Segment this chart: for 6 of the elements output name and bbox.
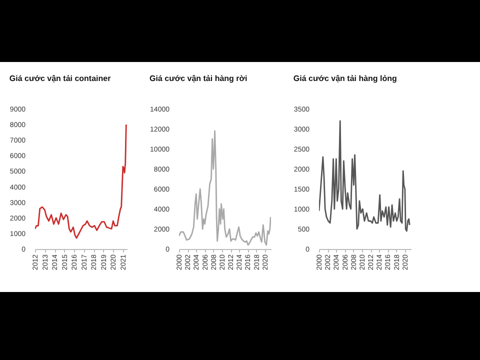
line-series <box>179 130 271 246</box>
chart-title: Giá cước vận tải container <box>9 74 111 83</box>
chart-title: Giá cước vận tải hàng lỏng <box>293 74 398 83</box>
line-series <box>319 120 410 232</box>
chart-title: Giá cước vận tải hàng rời <box>150 74 248 83</box>
line-series <box>35 124 127 239</box>
